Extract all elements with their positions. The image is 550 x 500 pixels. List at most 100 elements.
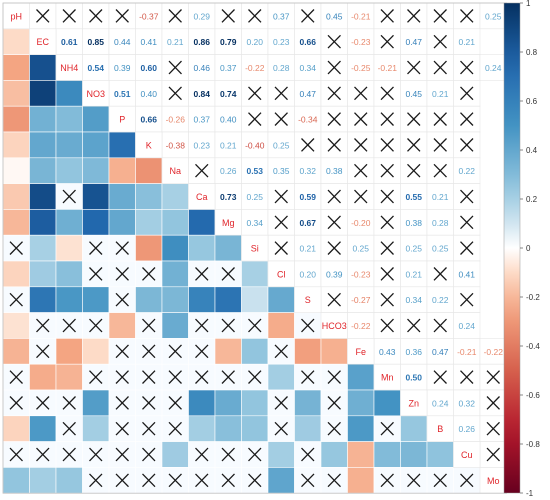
insignificant-cross-mark: [380, 9, 394, 23]
coefficient-label: 0.32: [458, 398, 475, 408]
heatmap-cell: [373, 389, 401, 417]
insignificant-cross-mark: [460, 241, 474, 255]
insignificant-cross-mark: [115, 344, 129, 359]
heatmap-cell: [29, 260, 57, 288]
insignificant-cross-mark: [9, 370, 23, 384]
insignificant-cross-mark: [433, 34, 447, 49]
insignificant-cross-mark: [486, 370, 500, 384]
insignificant-cross-mark: [115, 447, 129, 462]
insignificant-cross-mark: [36, 344, 50, 359]
heatmap-cell: [2, 415, 30, 442]
insignificant-cross-mark: [380, 34, 394, 49]
heatmap-cell: [29, 157, 57, 184]
heatmap-cell: [55, 80, 83, 107]
coefficient-label: 0.85: [87, 37, 104, 47]
heatmap-cell: [2, 467, 30, 494]
coefficient-label: 0.35: [273, 166, 290, 176]
insignificant-cross-mark: [380, 473, 394, 488]
coefficient-label: 0.66: [140, 115, 157, 125]
coefficient-label: 0.37: [273, 11, 290, 21]
coefficient-cell: [426, 338, 454, 365]
diagonal-cell: [55, 54, 83, 81]
coefficient-cell: [347, 260, 375, 288]
coefficient-label: 0.44: [114, 37, 131, 47]
heatmap-cell: [82, 131, 110, 159]
colorbar-tick-label: -0.2: [526, 293, 540, 302]
coefficient-label: 0.23: [273, 37, 290, 47]
insignificant-cross-mark: [168, 421, 182, 436]
heatmap-cell: [55, 363, 83, 391]
coefficient-cell: [453, 312, 481, 339]
insignificant-cross-mark: [142, 447, 156, 462]
insignificant-cross-mark: [486, 421, 500, 436]
coefficient-label: 0.46: [193, 63, 210, 73]
coefficient-label: 0.21: [299, 244, 316, 254]
insignificant-cross-mark: [301, 9, 315, 23]
coefficient-cell: [55, 28, 83, 55]
heatmap-cell: [82, 209, 110, 236]
coefficient-label: 0.25: [246, 192, 263, 202]
insignificant-cross-mark: [460, 215, 474, 230]
heatmap-cell: [135, 209, 163, 236]
heatmap-cell: [188, 234, 216, 262]
coefficient-label: -0.22: [245, 63, 265, 73]
variable-label-zn: Zn: [408, 398, 419, 408]
insignificant-cross-mark: [433, 473, 447, 488]
heatmap-cell: [29, 363, 57, 391]
insignificant-cross-mark: [168, 60, 182, 75]
insignificant-cross-mark: [380, 138, 394, 152]
coefficient-label: 0.40: [140, 89, 157, 99]
insignificant-cross-mark: [460, 86, 474, 101]
insignificant-cross-mark: [89, 267, 103, 281]
coefficient-cell: [294, 209, 322, 236]
coefficient-label: 0.34: [299, 63, 316, 73]
insignificant-cross-mark: [407, 163, 421, 178]
heatmap-cell: [294, 415, 322, 442]
heatmap-cell: [188, 286, 216, 313]
coefficient-cell: [400, 209, 428, 236]
heatmap-cell: [82, 183, 110, 210]
coefficient-cell: [108, 80, 136, 107]
variable-label-ca: Ca: [196, 192, 208, 202]
insignificant-cross-mark: [248, 86, 262, 101]
insignificant-cross-mark: [433, 138, 447, 152]
coefficient-label: 0.25: [432, 244, 449, 254]
coefficient-cell: [453, 415, 481, 442]
coefficient-label: -0.37: [139, 11, 159, 21]
coefficient-cell: [188, 28, 216, 55]
heatmap-cell: [188, 260, 216, 288]
diagonal-cell: [161, 157, 189, 184]
insignificant-cross-mark: [460, 473, 474, 488]
coefficient-cell: [241, 157, 269, 184]
coefficient-label: 0.67: [299, 218, 316, 228]
coefficient-cell: [426, 389, 454, 417]
diagonal-cell: [241, 234, 269, 262]
coefficient-label: -0.27: [351, 295, 371, 305]
heatmap-cell: [267, 286, 295, 313]
heatmap-cell: [2, 312, 30, 339]
coefficient-label: 0.28: [432, 218, 449, 228]
diagonal-cell: [267, 260, 295, 288]
heatmap-cell: [2, 28, 30, 55]
colorbar-tick-label: 0.6: [526, 97, 538, 106]
insignificant-cross-mark: [354, 189, 368, 204]
colorbar-tick-label: -1: [526, 489, 534, 498]
insignificant-cross-mark: [460, 9, 474, 23]
heatmap-cell: [2, 260, 30, 288]
coefficient-cell: [188, 105, 216, 133]
heatmap-cell: [347, 389, 375, 417]
insignificant-cross-mark: [248, 447, 262, 462]
insignificant-cross-mark: [380, 292, 394, 307]
coefficient-label: -0.22: [484, 347, 504, 357]
variable-label-ph: pH: [10, 11, 22, 21]
insignificant-cross-mark: [195, 267, 209, 281]
heatmap-cell: [2, 80, 30, 107]
coefficient-label: 0.21: [432, 89, 449, 99]
insignificant-cross-mark: [327, 86, 341, 101]
insignificant-cross-mark: [195, 344, 209, 359]
insignificant-cross-mark: [168, 396, 182, 410]
insignificant-cross-mark: [89, 318, 103, 333]
coefficient-label: 0.24: [485, 63, 502, 73]
coefficient-cell: [214, 157, 242, 184]
insignificant-cross-mark: [274, 396, 288, 410]
